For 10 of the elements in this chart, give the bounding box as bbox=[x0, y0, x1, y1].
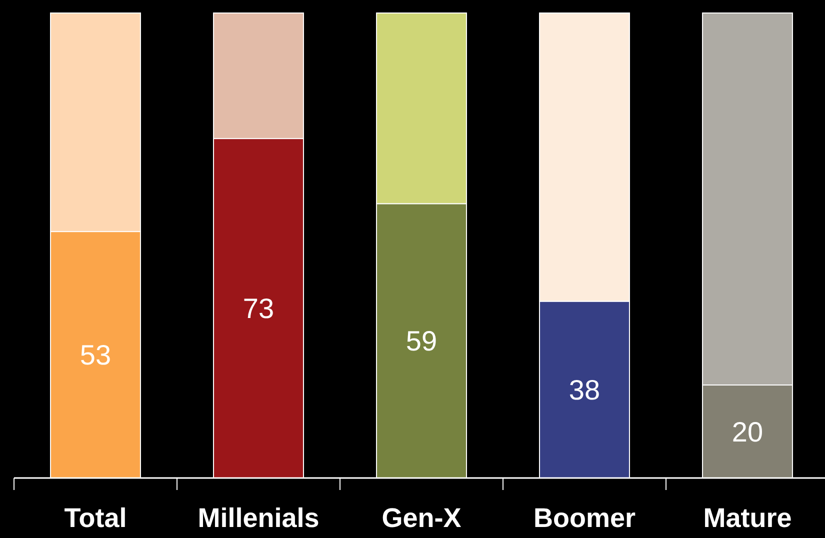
data-label: 20 bbox=[732, 416, 764, 448]
data-label: 53 bbox=[80, 340, 112, 371]
x-tick-label: Boomer bbox=[533, 503, 636, 533]
data-label: 73 bbox=[242, 293, 274, 324]
x-tick-label: Gen-X bbox=[382, 503, 462, 533]
x-tick-label: Millenials bbox=[198, 503, 320, 533]
data-label: 59 bbox=[406, 326, 438, 357]
x-tick-label: Total bbox=[64, 503, 127, 533]
x-tick-label: Mature bbox=[703, 503, 792, 533]
data-label: 38 bbox=[568, 374, 600, 406]
